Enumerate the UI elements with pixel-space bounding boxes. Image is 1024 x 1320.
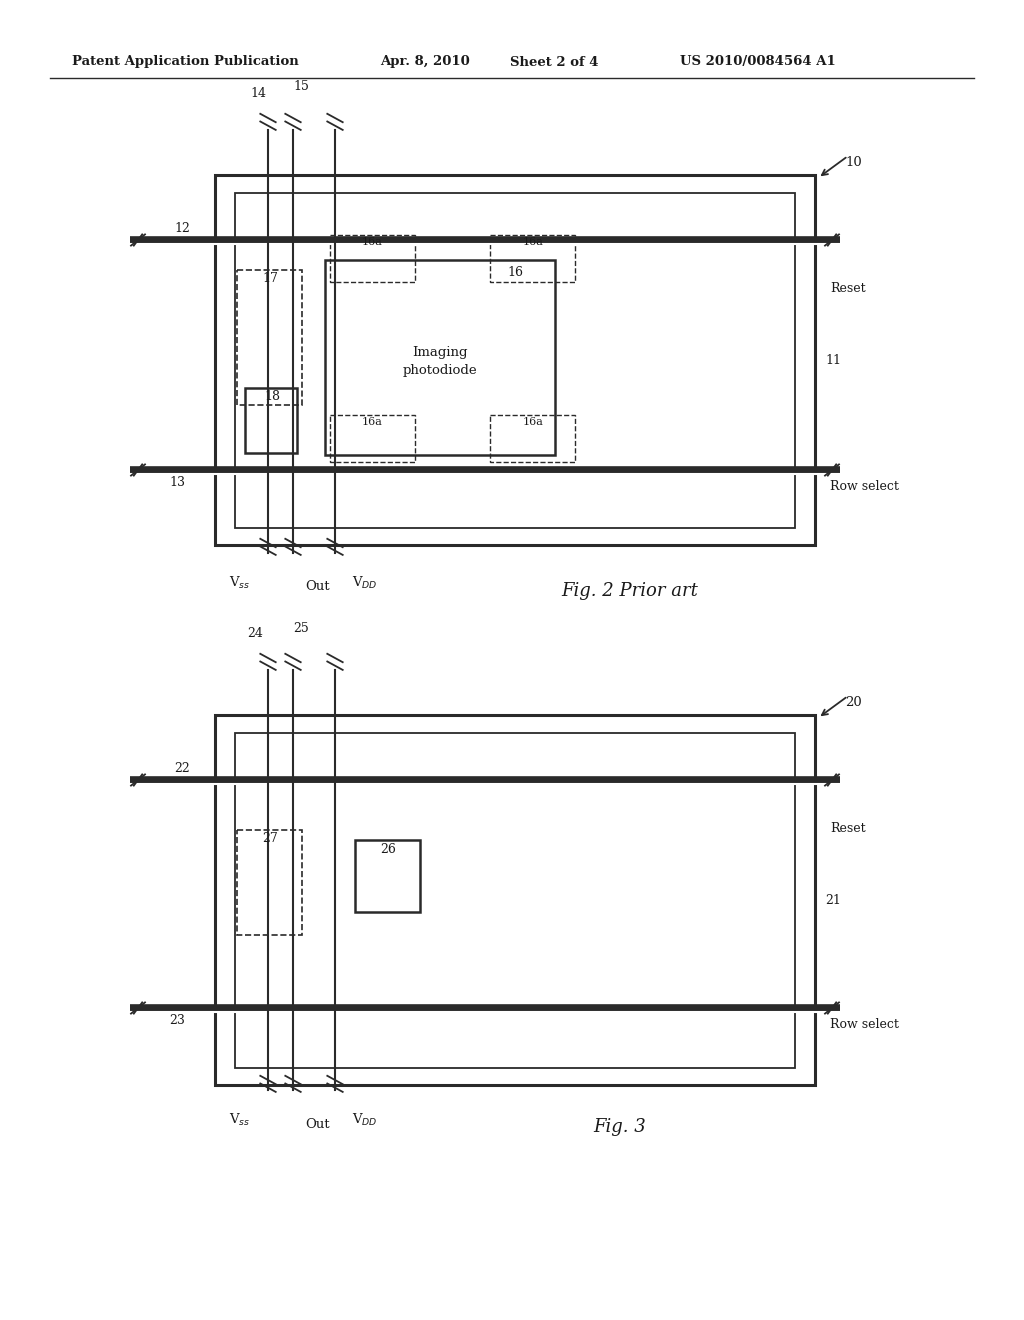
Text: 16a: 16a [361, 417, 382, 426]
Text: 11: 11 [825, 354, 841, 367]
Bar [245, 388, 297, 453]
Text: 25: 25 [293, 622, 309, 635]
Text: Row select: Row select [830, 480, 899, 494]
Text: V$_{ss}$: V$_{ss}$ [229, 576, 251, 591]
Text: V$_{DD}$: V$_{DD}$ [352, 576, 378, 591]
Bar [234, 193, 795, 528]
Text: 17: 17 [262, 272, 278, 285]
Text: Reset: Reset [830, 821, 865, 834]
Bar [490, 235, 575, 282]
Text: Fig. 2 Prior art: Fig. 2 Prior art [561, 582, 698, 601]
Text: 15: 15 [293, 81, 309, 92]
Bar [490, 414, 575, 462]
Text: 10: 10 [845, 156, 862, 169]
Text: 20: 20 [845, 696, 862, 709]
Text: V$_{ss}$: V$_{ss}$ [229, 1111, 251, 1129]
Text: Sheet 2 of 4: Sheet 2 of 4 [510, 55, 598, 69]
Text: Patent Application Publication: Patent Application Publication [72, 55, 299, 69]
Text: 24: 24 [247, 627, 263, 640]
Text: 23: 23 [169, 1014, 185, 1027]
Bar [330, 235, 415, 282]
Bar [237, 271, 302, 405]
Text: Apr. 8, 2010: Apr. 8, 2010 [380, 55, 470, 69]
Text: V$_{DD}$: V$_{DD}$ [352, 1111, 378, 1129]
Text: Reset: Reset [830, 281, 865, 294]
Bar [215, 176, 815, 545]
Text: 18: 18 [264, 389, 280, 403]
Text: Out: Out [306, 1118, 331, 1131]
Bar [330, 414, 415, 462]
Text: 22: 22 [174, 762, 190, 775]
Text: US 2010/0084564 A1: US 2010/0084564 A1 [680, 55, 836, 69]
Text: Out: Out [306, 579, 331, 593]
Text: 27: 27 [262, 832, 278, 845]
Text: 16a: 16a [361, 238, 382, 247]
Bar [355, 840, 420, 912]
Text: 21: 21 [825, 894, 841, 907]
Bar [325, 260, 555, 455]
Text: 16a: 16a [522, 417, 544, 426]
Bar [234, 733, 795, 1068]
Text: 14: 14 [250, 87, 266, 100]
Text: 13: 13 [169, 475, 185, 488]
Text: Imaging
photodiode: Imaging photodiode [402, 346, 477, 378]
Text: 16: 16 [507, 267, 523, 279]
Text: 26: 26 [380, 843, 396, 855]
Bar [237, 830, 302, 935]
Text: Fig. 3: Fig. 3 [594, 1118, 646, 1137]
Text: 12: 12 [174, 222, 190, 235]
Text: 16a: 16a [522, 238, 544, 247]
Bar [215, 715, 815, 1085]
Text: Row select: Row select [830, 1018, 899, 1031]
